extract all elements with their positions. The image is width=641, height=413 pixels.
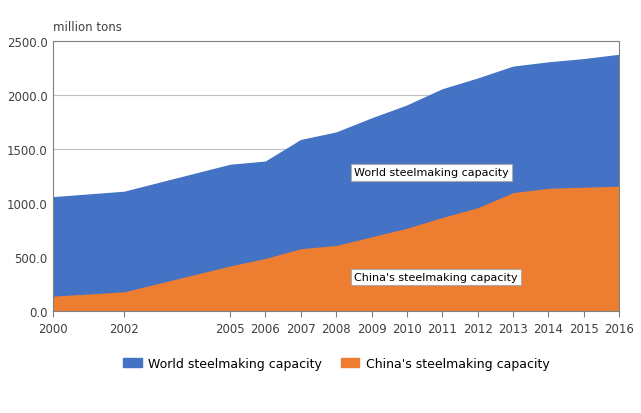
Text: China's steelmaking capacity: China's steelmaking capacity: [354, 273, 517, 282]
Legend: World steelmaking capacity, China's steelmaking capacity: World steelmaking capacity, China's stee…: [118, 352, 554, 375]
Text: million tons: million tons: [53, 21, 122, 34]
Text: World steelmaking capacity: World steelmaking capacity: [354, 168, 508, 178]
